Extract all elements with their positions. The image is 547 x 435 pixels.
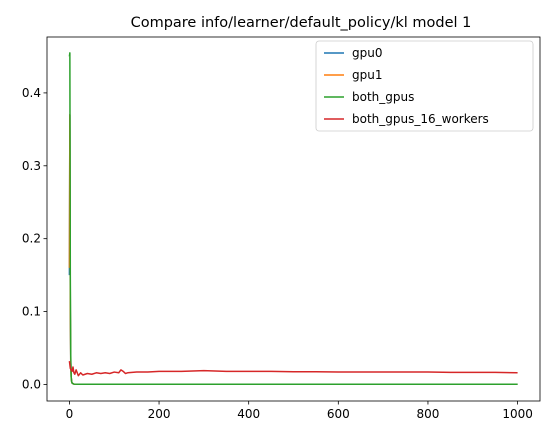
series-layer: [68, 52, 518, 386]
y-tick-label: 0.4: [22, 86, 41, 100]
x-tick-label: 800: [417, 407, 440, 421]
y-tick-label: 0.1: [22, 305, 41, 319]
legend-label-gpu0: gpu0: [352, 46, 382, 60]
series-line-both-gpus: [68, 52, 518, 386]
y-tick-label: 0.3: [22, 159, 41, 173]
x-tick-label: 400: [237, 407, 260, 421]
chart-title: Compare info/learner/default_policy/kl m…: [131, 15, 472, 31]
x-tick-label: 0: [66, 407, 74, 421]
x-tick-label: 600: [327, 407, 350, 421]
legend-box: [315, 40, 534, 132]
legend-label-gpu1: gpu1: [352, 68, 382, 82]
series-line-both-gpus-16-workers: [68, 361, 518, 377]
axes-layer: 0 200 400 600 800 1000 0.0 0.1 0.2 0.3 0.4: [22, 36, 541, 421]
x-tick-label: 1000: [502, 407, 533, 421]
legend: gpu0 gpu1 both_gpus both_gpus_16_workers: [315, 40, 534, 132]
y-tick-label: 0.0: [22, 377, 41, 391]
x-tick-label: 200: [148, 407, 171, 421]
legend-label-both-gpus-16-workers: both_gpus_16_workers: [352, 112, 489, 126]
legend-label-both-gpus: both_gpus: [352, 90, 414, 104]
plot-frame: [46, 36, 541, 402]
y-tick-label: 0.2: [22, 232, 41, 246]
